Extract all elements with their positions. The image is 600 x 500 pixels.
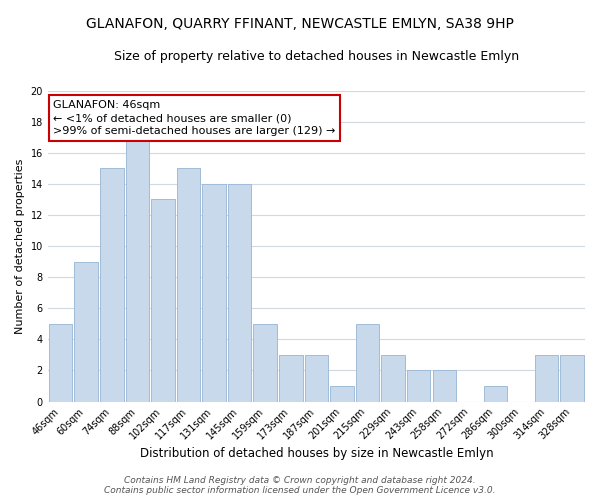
Bar (74, 262, 98, 402)
Bar (228, 184, 251, 402)
X-axis label: Distribution of detached houses by size in Newcastle Emlyn: Distribution of detached houses by size … (140, 447, 493, 460)
Bar (560, 355, 584, 402)
Bar (407, 370, 430, 402)
Bar (202, 184, 226, 402)
Y-axis label: Number of detached properties: Number of detached properties (15, 158, 25, 334)
Bar (382, 355, 405, 402)
Bar (253, 324, 277, 402)
Text: GLANAFON: 46sqm
← <1% of detached houses are smaller (0)
>99% of semi-detached h: GLANAFON: 46sqm ← <1% of detached houses… (53, 100, 335, 136)
Bar (305, 355, 328, 402)
Bar (100, 168, 124, 402)
Bar (330, 386, 354, 402)
Bar (356, 324, 379, 402)
Bar (151, 200, 175, 402)
Bar (279, 355, 302, 402)
Title: Size of property relative to detached houses in Newcastle Emlyn: Size of property relative to detached ho… (114, 50, 519, 63)
Bar (484, 386, 507, 402)
Text: Contains HM Land Registry data © Crown copyright and database right 2024.
Contai: Contains HM Land Registry data © Crown c… (104, 476, 496, 495)
Bar (49, 324, 73, 402)
Bar (177, 168, 200, 402)
Bar (125, 137, 149, 402)
Text: GLANAFON, QUARRY FFINANT, NEWCASTLE EMLYN, SA38 9HP: GLANAFON, QUARRY FFINANT, NEWCASTLE EMLY… (86, 18, 514, 32)
Bar (535, 355, 559, 402)
Bar (433, 370, 456, 402)
